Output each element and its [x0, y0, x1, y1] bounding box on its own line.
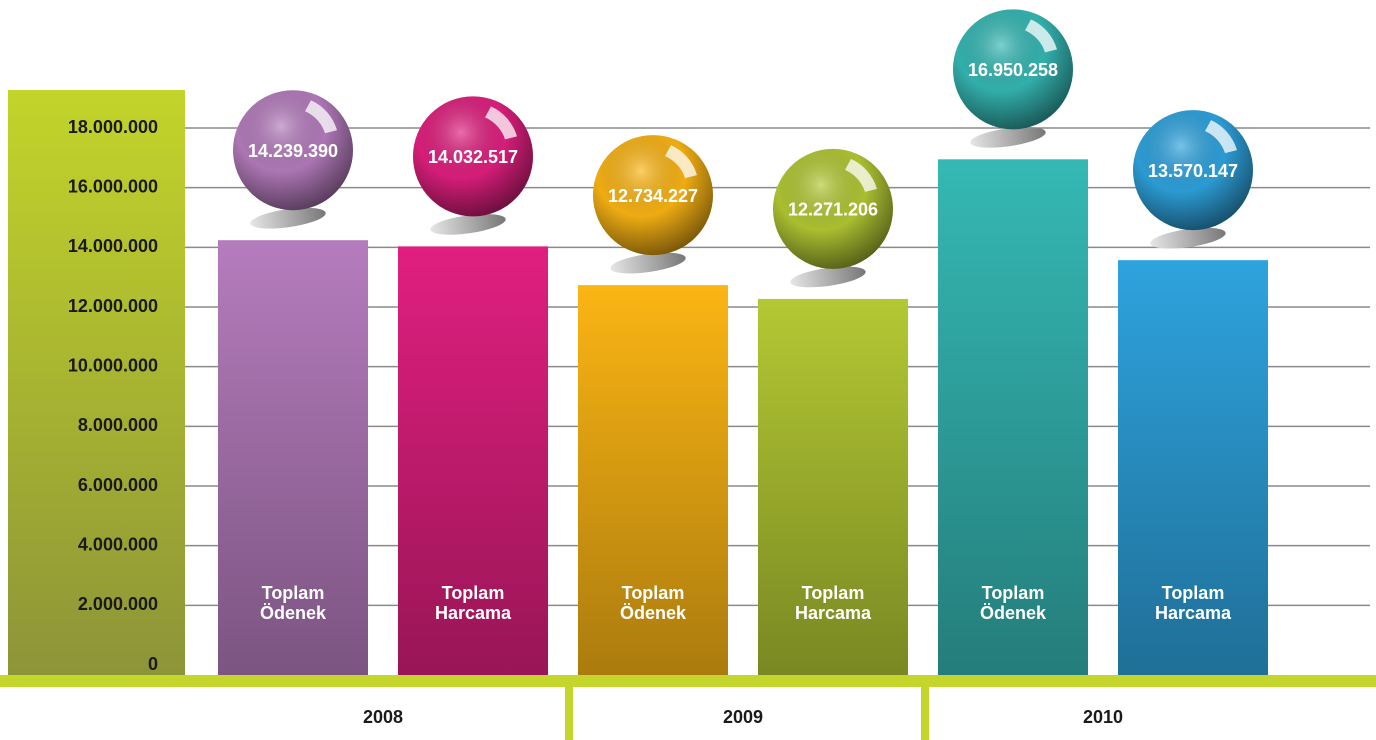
bar-label: Toplam Ödenek	[248, 583, 338, 623]
bar-label: Toplam Harcama	[428, 583, 518, 623]
value-label: 12.271.206	[788, 200, 878, 220]
value-label: 13.570.147	[1148, 161, 1238, 181]
group-label: 2010	[1083, 707, 1123, 727]
chart: 0 2.000.000 4.000.000 6.000.000 8.000.000 10.…	[0, 0, 1376, 740]
baseline	[0, 675, 1376, 687]
y-tick-label: 10.000.000	[68, 355, 158, 375]
value-label: 12.734.227	[608, 186, 698, 206]
y-tick-label: 0	[148, 654, 158, 674]
value-label: 14.239.390	[248, 141, 338, 161]
bar-label: Toplam Ödenek	[968, 583, 1058, 623]
chart-svg: 0 2.000.000 4.000.000 6.000.000 8.000.000 10.…	[0, 0, 1376, 740]
bar-label: Toplam Ödenek	[608, 583, 698, 623]
value-label: 16.950.258	[968, 60, 1058, 80]
group-label: 2009	[723, 707, 763, 727]
y-tick-label: 6.000.000	[78, 475, 158, 495]
y-tick-label: 4.000.000	[78, 534, 158, 554]
group-separator	[921, 687, 929, 740]
group-separator	[565, 687, 573, 740]
value-label: 14.032.517	[428, 147, 518, 167]
y-tick-label: 8.000.000	[78, 415, 158, 435]
group-label: 2008	[363, 707, 403, 727]
y-tick-label: 16.000.000	[68, 176, 158, 196]
y-tick-label: 18.000.000	[68, 117, 158, 137]
bar-label: Toplam Harcama	[1148, 583, 1238, 623]
y-tick-label: 12.000.000	[68, 296, 158, 316]
y-tick-label: 2.000.000	[78, 594, 158, 614]
bar-label: Toplam Harcama	[788, 583, 878, 623]
y-tick-label: 14.000.000	[68, 236, 158, 256]
